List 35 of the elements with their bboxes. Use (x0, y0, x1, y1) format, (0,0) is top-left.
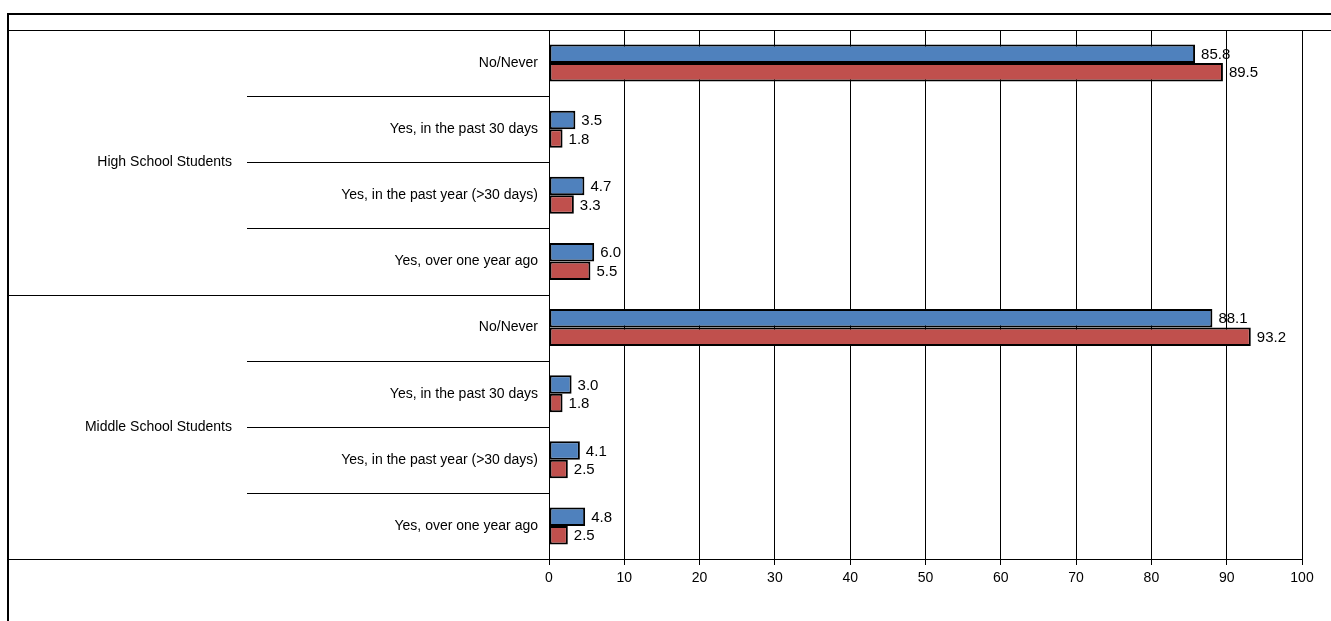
text: Middle School Students (84, 417, 232, 434)
data-label: 3.0 (577, 375, 599, 393)
x-tick-label: 80 (1143, 569, 1160, 586)
data-label: 4.1 (585, 441, 607, 459)
data-label: 3.5 (581, 111, 603, 129)
data-label: 4.7 (590, 177, 612, 195)
y-tick-label: No/Never (478, 318, 539, 335)
x-tick-label: 90 (1218, 569, 1235, 586)
y-tick-label: Yes, in the past 30 days (389, 384, 538, 401)
text: High School Students (97, 153, 232, 170)
y-tick-label: No/Never (478, 53, 539, 70)
y-tick-label: Yes, in the past year (>30 days) (341, 186, 538, 203)
data-label: 2.5 (573, 526, 595, 544)
x-tick-label: 70 (1068, 569, 1085, 586)
data-label: 93.2 (1256, 327, 1286, 345)
data-label: 1.8 (568, 129, 590, 147)
data-label: 89.5 (1228, 63, 1259, 81)
data-label: 6.0 (600, 243, 622, 261)
x-tick-label: 60 (993, 569, 1009, 586)
data-label: 5.5 (596, 261, 618, 279)
x-tick-label: 40 (842, 569, 859, 586)
data-label: 4.8 (591, 507, 612, 525)
x-tick-label: 100 (1290, 569, 1314, 586)
x-tick-label: 10 (616, 569, 633, 586)
y-tick-label: Yes, over one year ago (394, 516, 539, 533)
y-tick-label: Yes, in the past year (>30 days) (341, 450, 538, 467)
x-tick-label: 0 (545, 569, 554, 586)
x-tick-label: 30 (767, 569, 783, 586)
x-tick-label: 50 (917, 569, 934, 586)
data-label: 1.8 (568, 394, 590, 412)
y-tick-label: Yes, over one year ago (394, 252, 539, 269)
data-label: 2.5 (573, 460, 595, 478)
y-tick-label: Yes, in the past 30 days (389, 120, 538, 137)
x-tick-label: 20 (691, 569, 708, 586)
data-label: 3.3 (579, 195, 601, 213)
